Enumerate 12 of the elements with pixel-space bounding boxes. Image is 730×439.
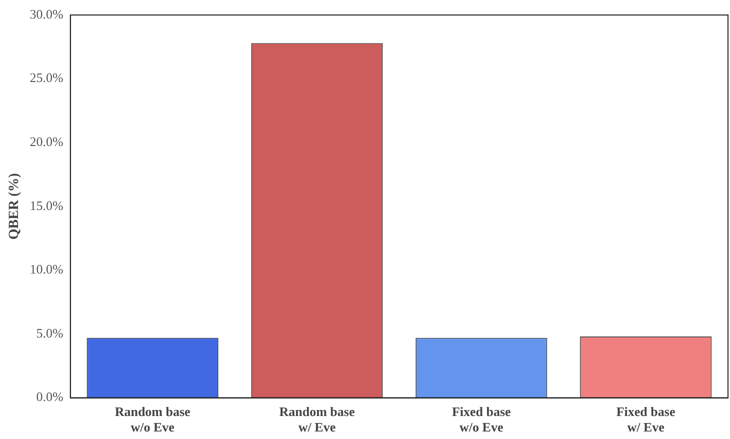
x-tick-label: Fixed base w/o Eve (452, 404, 512, 435)
y-tick-label: 0.0% (36, 389, 64, 404)
x-tick-label: Fixed base w/ Eve (616, 404, 676, 435)
y-tick-label: 5.0% (36, 325, 64, 340)
x-tick-label: Random base w/o Eve (114, 404, 191, 435)
y-tick-label: 10.0% (30, 262, 64, 277)
y-tick-label: 30.0% (30, 6, 64, 22)
y-axis-title: QBER (%) (7, 172, 22, 240)
y-tick-label: 25.0% (30, 70, 64, 86)
x-tick-label: Random base w/ Eve (279, 404, 355, 435)
y-tick-label: 15.0% (30, 198, 64, 213)
y-tick-label: 20.0% (30, 134, 64, 150)
